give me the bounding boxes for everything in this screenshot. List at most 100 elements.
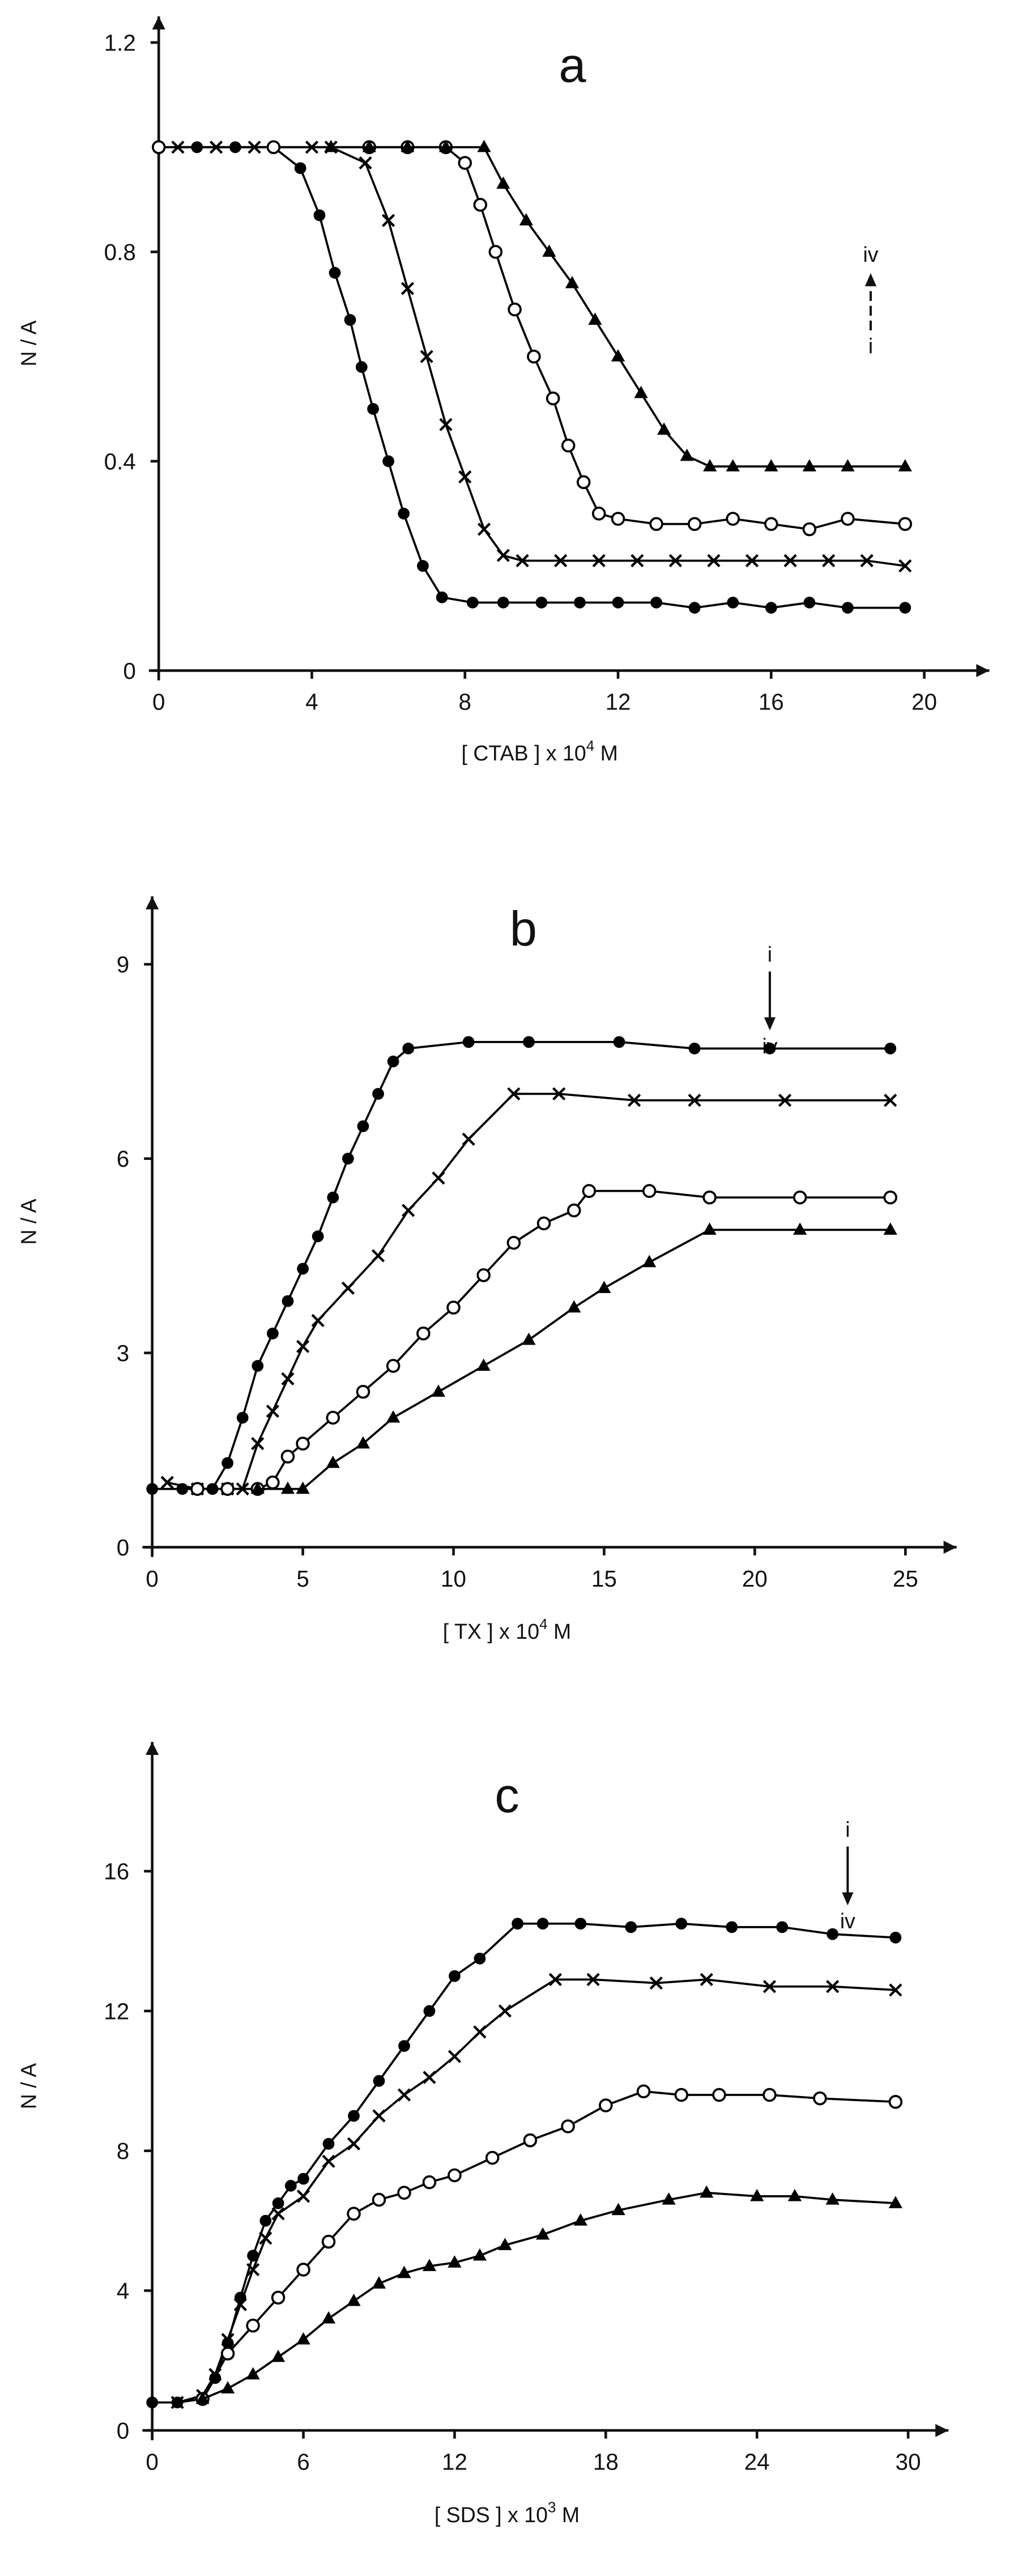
x-tick-label: 10: [441, 1566, 466, 1592]
point: [423, 2005, 436, 2017]
point: [448, 2255, 462, 2268]
point: [386, 1410, 401, 1423]
x-tick-label: 25: [893, 1566, 918, 1592]
point: [356, 1384, 370, 1399]
point: [466, 596, 479, 609]
point: [793, 1222, 807, 1235]
point: [680, 448, 694, 461]
point: [420, 350, 433, 363]
point: [271, 2207, 285, 2221]
point: [650, 596, 663, 609]
point: [597, 1281, 611, 1293]
point: [884, 1042, 897, 1055]
point: [342, 1153, 354, 1165]
y-tick-label: 0: [117, 2418, 129, 2444]
point: [387, 1055, 399, 1068]
x-tick-label: 5: [296, 1566, 309, 1592]
point: [296, 1340, 310, 1353]
point: [546, 391, 560, 406]
point: [657, 422, 671, 435]
y-axis-label: N / A: [17, 320, 41, 366]
x-tick-label: 16: [759, 689, 784, 715]
point: [591, 507, 606, 521]
x-tick-label: 0: [146, 1566, 158, 1592]
point: [884, 1094, 897, 1107]
annotation: iv: [840, 1909, 855, 1933]
point: [842, 602, 854, 614]
annotation: i: [845, 1817, 850, 1841]
point: [592, 554, 606, 568]
point: [825, 2192, 840, 2205]
point: [296, 2190, 310, 2203]
x-axis-label: [ TX ] x 104 M: [443, 1616, 571, 1643]
point: [611, 512, 625, 526]
y-tick-label: 4: [117, 2278, 129, 2304]
point: [321, 2234, 336, 2249]
point: [347, 2137, 361, 2150]
point: [294, 162, 306, 175]
point: [311, 1313, 325, 1328]
point: [634, 385, 648, 398]
point: [649, 517, 663, 532]
series-line: [167, 1093, 891, 1490]
point: [246, 2367, 260, 2380]
point: [642, 1184, 657, 1198]
point: [803, 596, 816, 609]
point: [472, 2248, 487, 2261]
annotation-arrow-head: [764, 1017, 776, 1031]
point: [397, 2265, 411, 2279]
point: [190, 1482, 204, 1496]
point: [523, 2133, 538, 2148]
point: [536, 2227, 550, 2240]
point: [688, 1042, 701, 1055]
point: [512, 1918, 524, 1930]
x-axis-arrow: [943, 1540, 957, 1554]
point: [523, 1036, 535, 1048]
y-tick-label: 8: [117, 2138, 129, 2164]
point: [802, 522, 817, 537]
point: [561, 438, 576, 453]
point: [280, 1481, 295, 1494]
x-tick-label: 12: [442, 2449, 467, 2475]
point: [362, 139, 376, 152]
point: [522, 1332, 536, 1345]
point: [195, 2391, 210, 2404]
point: [707, 554, 721, 568]
point: [397, 2088, 411, 2102]
point: [462, 1036, 475, 1048]
y-axis-arrow: [152, 16, 165, 29]
panel-label: b: [510, 902, 537, 956]
point: [371, 1249, 385, 1263]
y-tick-label: 12: [104, 1998, 129, 2024]
point: [883, 1190, 898, 1205]
point: [422, 2259, 437, 2271]
point: [498, 2004, 512, 2018]
x-tick-label: 0: [152, 689, 165, 715]
x-axis-label-part: [ SDS ] x 10: [434, 2503, 548, 2527]
point: [246, 2263, 260, 2277]
point: [688, 602, 701, 614]
point: [398, 507, 410, 520]
point: [888, 2196, 903, 2208]
point: [899, 602, 911, 614]
point: [745, 554, 759, 568]
point: [636, 2084, 651, 2099]
point: [687, 517, 702, 532]
point: [313, 209, 326, 222]
x-axis-label: [ CTAB ] x 104 M: [462, 737, 618, 765]
y-axis-label: N / A: [17, 1198, 41, 1244]
point: [355, 361, 368, 373]
annotation: i: [768, 942, 772, 966]
point: [813, 2091, 827, 2106]
x-tick-label: 0: [146, 2449, 158, 2475]
point: [702, 1222, 717, 1235]
x-axis-label-part: [ CTAB ] x 10: [462, 741, 586, 765]
point: [372, 1087, 384, 1100]
point: [565, 275, 580, 288]
point: [649, 1976, 663, 1990]
point: [438, 139, 453, 152]
x-tick-label: 4: [305, 689, 318, 715]
point: [372, 2192, 386, 2207]
point: [146, 2396, 159, 2409]
point: [536, 1918, 549, 1930]
